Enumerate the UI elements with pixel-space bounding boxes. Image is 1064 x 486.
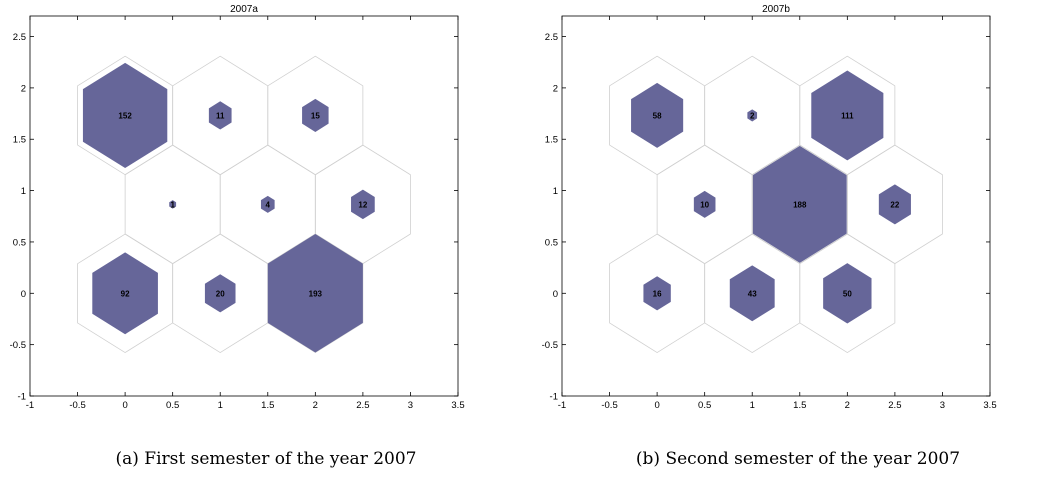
x-tick-label: 1.5: [261, 400, 274, 411]
y-tick-label: 2: [21, 83, 26, 94]
y-tick-label: -0.5: [542, 340, 558, 351]
plot-title: 2007a: [230, 4, 258, 15]
x-tick-label: 1: [750, 400, 755, 411]
hex-bin: [92, 252, 158, 335]
hex-bin: [823, 263, 872, 324]
x-tick-label: 3: [408, 400, 413, 411]
hex-bin: [267, 234, 363, 353]
y-tick-label: 0: [553, 289, 558, 300]
hex-value-label: 188: [793, 200, 807, 209]
x-tick-label: 3.5: [983, 400, 996, 411]
x-tick-label: 2: [313, 400, 318, 411]
hex-grid-1: 58 2 111 10 188 22 16 43 50: [609, 55, 943, 354]
hex-value-label: 58: [653, 111, 662, 120]
y-tick-label: 2: [553, 83, 558, 94]
hex-value-label: 152: [118, 111, 132, 120]
y-tick-label: 2.5: [545, 32, 558, 43]
y-tick-label: 0.5: [545, 237, 558, 248]
y-tick-label: 1: [553, 186, 558, 197]
hex-bin: [208, 101, 232, 130]
hex-cell-outline: [799, 233, 896, 354]
hex-value-label: 1: [170, 200, 175, 209]
hex-value-label: 20: [216, 289, 225, 298]
hex-value-label: 43: [748, 289, 757, 298]
hex-bin: [752, 145, 847, 263]
x-tick-label: 2: [845, 400, 850, 411]
x-tick-label: 1: [218, 400, 223, 411]
y-tick-label: 0.5: [13, 237, 26, 248]
hex-bin: [260, 195, 275, 213]
y-tick-label: -0.5: [10, 340, 26, 351]
hex-value-label: 92: [121, 289, 130, 298]
x-tick-label: 2.5: [888, 400, 901, 411]
x-tick-label: -1: [26, 400, 34, 411]
caption-b: (b) Second semester of the year 2007: [635, 449, 961, 469]
hex-bin: [169, 200, 177, 209]
hex-value-label: 193: [309, 289, 323, 298]
hex-value-label: 12: [358, 200, 367, 209]
hex-value-label: 15: [311, 111, 320, 120]
x-tick-label: 0: [654, 400, 659, 411]
y-tick-label: -1: [550, 392, 558, 403]
hex-bin: [811, 70, 884, 161]
y-tick-label: 0: [21, 289, 26, 300]
y-tick-label: 1.5: [545, 135, 558, 146]
chart-panel-a: 2007a 152 11 15 1 4 12 92 20 193 -1 -0.5 0 0.5 1 1.5 2 2.…: [10, 4, 465, 469]
x-tick-label: -0.5: [601, 400, 617, 411]
hex-value-label: 50: [843, 289, 852, 298]
x-tick-label: 0.5: [698, 400, 711, 411]
hex-bin: [351, 189, 375, 220]
hex-bin: [729, 265, 775, 322]
hex-value-label: 16: [653, 289, 662, 298]
hex-bin: [204, 274, 236, 313]
x-tick-label: -1: [558, 400, 566, 411]
caption-a: (a) First semester of the year 2007: [115, 449, 417, 469]
x-tick-label: 0.5: [166, 400, 179, 411]
y-tick-label: 1.5: [13, 135, 26, 146]
x-tick-label: -0.5: [69, 400, 85, 411]
hex-bin: [82, 62, 168, 169]
x-tick-label: 3.5: [451, 400, 464, 411]
hex-bin: [302, 98, 329, 132]
hex-value-label: 111: [841, 111, 854, 120]
hex-value-label: 11: [216, 111, 225, 120]
plot-title: 2007b: [762, 4, 790, 15]
y-tick-label: 1: [21, 186, 26, 197]
hex-value-label: 10: [700, 200, 709, 209]
y-tick-label: -1: [18, 392, 26, 403]
hex-value-label: 4: [266, 200, 271, 209]
x-tick-label: 3: [940, 400, 945, 411]
hex-bin: [747, 109, 758, 122]
x-tick-label: 0: [122, 400, 127, 411]
x-tick-label: 1.5: [793, 400, 806, 411]
hex-value-label: 2: [750, 111, 755, 120]
hex-bin: [643, 276, 671, 311]
axes-box: [29, 15, 459, 397]
x-tick-label: 2.5: [356, 400, 369, 411]
hex-bin: [693, 190, 716, 218]
chart-panel-b: 2007b 58 2 111 10 188 22 16 43 50 -1 -0.5 0 0.5 1 1.5 2 2…: [532, 0, 1064, 486]
hex-bin: [878, 184, 911, 225]
hex-bin: [631, 82, 684, 148]
y-tick-label: 2.5: [13, 32, 26, 43]
axes-box: [561, 15, 991, 397]
hex-value-label: 22: [890, 200, 899, 209]
hex-grid-0: 152 11 15 1 4 12 92 20 193: [77, 55, 411, 354]
